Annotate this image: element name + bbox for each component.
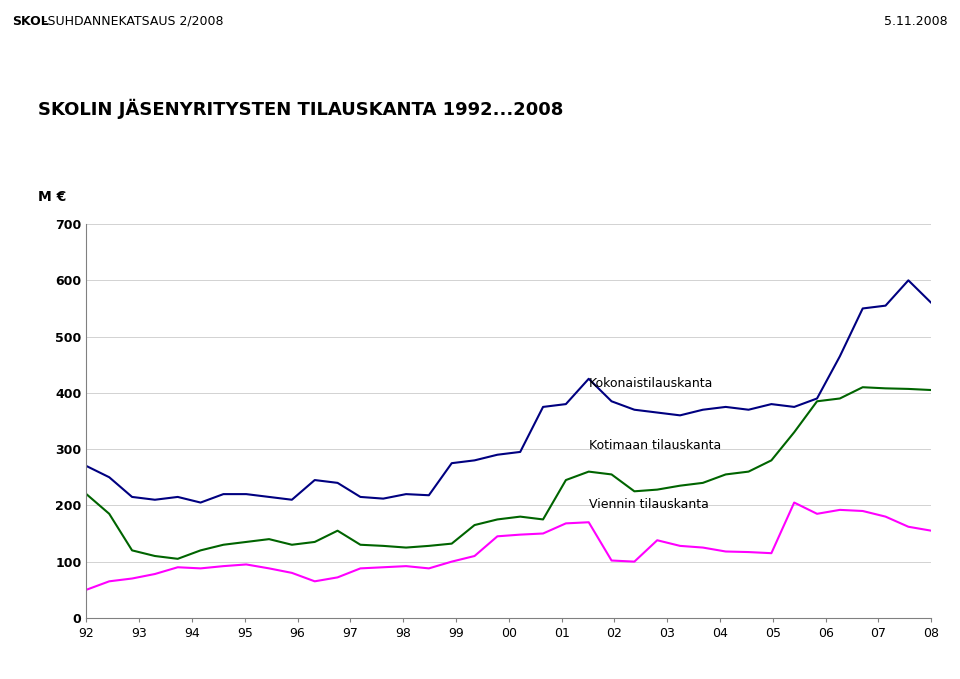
Text: Kotimaan tilauskanta: Kotimaan tilauskanta [588,439,721,452]
Text: Viennin tilauskanta: Viennin tilauskanta [588,498,708,511]
Text: -SUHDANNEKATSAUS 2/2008: -SUHDANNEKATSAUS 2/2008 [43,15,224,28]
Text: 5.11.2008: 5.11.2008 [884,15,948,28]
Text: SKOL: SKOL [12,15,49,28]
Text: SKOLIN JÄSENYRITYSTEN TILAUSKANTA 1992...2008: SKOLIN JÄSENYRITYSTEN TILAUSKANTA 1992..… [38,98,564,119]
Text: M €: M € [38,190,66,204]
Text: Kokonaistilauskanta: Kokonaistilauskanta [588,377,713,390]
